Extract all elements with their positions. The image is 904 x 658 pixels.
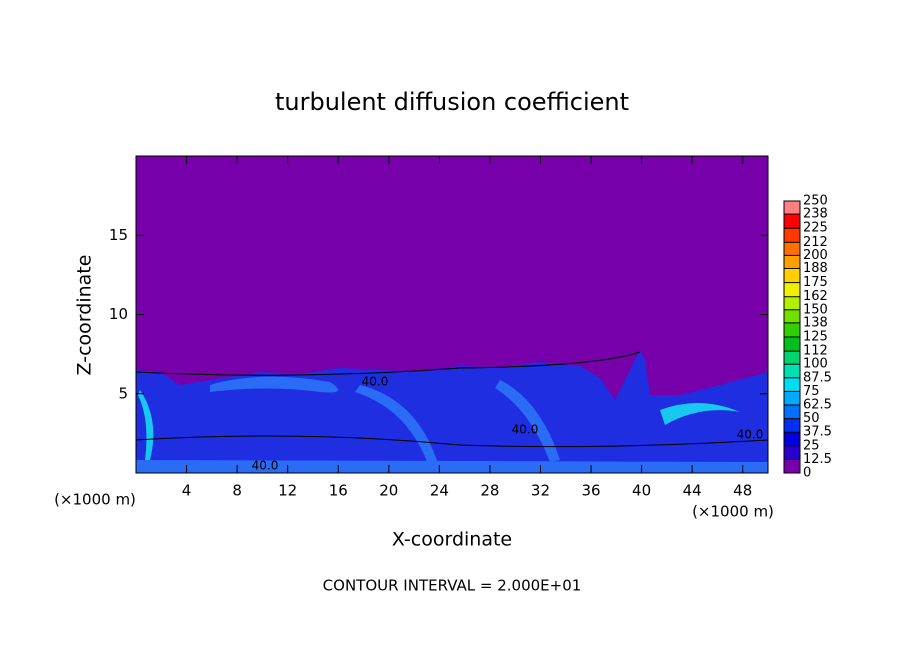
- x-tick-label: 36: [581, 482, 600, 500]
- colorbar-label: 200: [803, 248, 828, 263]
- x-tick-label: 12: [278, 482, 297, 500]
- colorbar-label: 50: [803, 411, 820, 426]
- colorbar-segment: [784, 377, 800, 392]
- x-unit-left: (×1000 m): [54, 491, 136, 509]
- colorbar-label: 0: [803, 466, 811, 481]
- footnote: CONTOUR INTERVAL = 2.000E+01: [323, 577, 582, 595]
- x-tick-label: 24: [430, 482, 449, 500]
- x-tick-label: 8: [232, 482, 242, 500]
- colorbar-label: 87.5: [803, 370, 832, 385]
- field-streak: [495, 380, 560, 462]
- contour-line: [135, 351, 769, 448]
- colorbar-label: 112: [803, 344, 828, 359]
- colorbar-segment: [784, 268, 800, 283]
- x-tick-label: 28: [480, 482, 499, 500]
- contour-label: 40.0: [737, 428, 764, 442]
- field-streak: [136, 460, 768, 473]
- y-tick-label: 15: [109, 226, 128, 244]
- colorbar-segment: [784, 337, 800, 352]
- colorbar-label: 225: [803, 221, 828, 236]
- colorbar-segment: [784, 228, 800, 243]
- colorbar-segment: [784, 459, 800, 473]
- colorbar-segment: [784, 391, 800, 405]
- colorbar-segment: [784, 418, 800, 433]
- colorbar-segment: [784, 255, 800, 269]
- y-tick-label: 5: [118, 384, 128, 402]
- y-axis-label: Z-coordinate: [74, 255, 96, 376]
- colorbar-label: 238: [803, 207, 828, 222]
- y-tick-label: 10: [109, 305, 128, 323]
- colorbar-segment: [784, 214, 800, 229]
- colorbar-segment: [784, 445, 800, 460]
- colorbar-segment: [784, 322, 800, 337]
- x-tick-label: 32: [531, 482, 550, 500]
- x-tick-label: 48: [733, 482, 752, 500]
- colorbar-label: 138: [803, 315, 828, 330]
- field-streak: [660, 402, 740, 425]
- colorbar-segment: [784, 309, 800, 323]
- colorbar-label: 25: [803, 438, 820, 453]
- colorbar-label: 188: [803, 261, 828, 276]
- x-axis-label: X-coordinate: [392, 529, 512, 551]
- colorbar-segment: [784, 432, 800, 446]
- x-tick-label: 44: [683, 482, 702, 500]
- colorbar-segment: [784, 282, 800, 297]
- colorbar-label: 175: [803, 275, 828, 290]
- colorbar-label: 162: [803, 289, 828, 304]
- x-unit: (×1000 m): [692, 503, 774, 521]
- colorbar-label: 125: [803, 330, 828, 345]
- x-tick-label: 16: [329, 482, 348, 500]
- field-streak: [138, 390, 154, 460]
- colorbar-label: 62.5: [803, 398, 832, 413]
- colorbar-label: 212: [803, 235, 828, 250]
- colorbar-label: 150: [803, 302, 828, 317]
- colorbar-label: 37.5: [803, 425, 832, 440]
- colorbar-label: 100: [803, 357, 828, 372]
- colorbar-label: 250: [803, 194, 828, 209]
- colorbar-segment: [784, 405, 800, 419]
- x-tick-label: 4: [182, 482, 192, 500]
- contour-label: 40.0: [252, 459, 279, 473]
- field: [135, 156, 769, 473]
- x-tick-label: 20: [379, 482, 398, 500]
- field-streak: [210, 376, 338, 393]
- colorbar-segment: [784, 201, 800, 215]
- colorbar-label: 12.5: [803, 452, 832, 467]
- contour-label: 40.0: [362, 375, 389, 389]
- colorbar-segment: [784, 351, 800, 365]
- colorbar-segment: [784, 242, 800, 256]
- x-tick-label: 40: [632, 482, 651, 500]
- chart-title: turbulent diffusion coefficient: [275, 88, 629, 116]
- colorbar-label: 75: [803, 384, 820, 399]
- colorbar-segment: [784, 296, 800, 310]
- colorbar-segment: [784, 364, 800, 378]
- contour-label: 40.0: [512, 423, 539, 437]
